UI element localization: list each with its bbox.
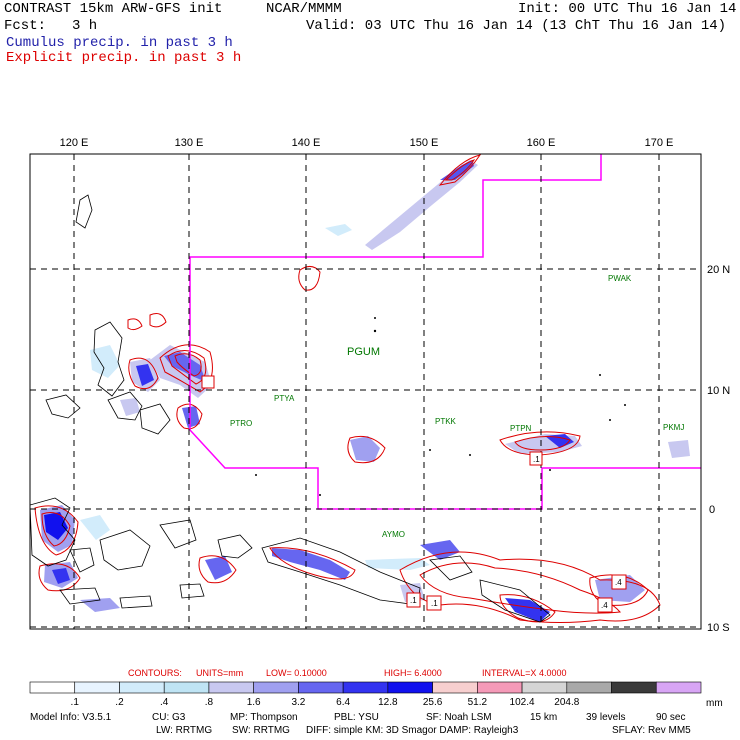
colorbar-swatch [29,681,76,694]
colorbar-label: 204.8 [554,697,579,708]
station-label: PTRO [230,419,252,428]
colorbar-swatch [611,681,657,694]
colorbar-label: 1.6 [247,697,261,708]
contour-box-label: .4 [615,578,622,587]
lon-tick-label: 120 E [60,137,89,149]
colorbar-label: .2 [115,697,124,708]
colorbar-unit: mm [706,698,723,709]
colorbar-swatch [342,681,389,694]
station-label: PGUM [347,346,380,358]
colorbar-swatch [655,681,702,694]
legend-explicit: Explicit precip. in past 3 h [6,50,242,66]
footer-diff: DIFF: simple KM: 3D Smagor DAMP: Rayleig… [306,725,519,736]
colorbar-label: .8 [205,697,214,708]
footer-model-info: Model Info: V3.5.1 [30,712,112,723]
station-label: PKMJ [663,423,684,432]
station-label: PTKK [435,417,457,426]
lat-tick-labels: 20 N 10 N 0 10 S [707,264,730,634]
small-islands [255,317,626,496]
footer-timestep: 90 sec [656,712,686,723]
lat-tick-label: 10 N [707,385,730,397]
station-label: PTYA [274,394,295,403]
lat-tick-label: 10 S [707,622,730,634]
footer-sflay: SFLAY: Rev MM5 [612,725,691,736]
colorbar-swatch [521,681,568,694]
lon-tick-label: 130 E [175,137,204,149]
lat-tick-label: 0 [709,504,715,516]
contour-info-high: HIGH= 6.4000 [384,668,442,678]
map-field [30,154,701,623]
colorbar-label: 102.4 [510,697,535,708]
colorbar-swatch [119,681,165,694]
colorbar-label: .1 [71,697,80,708]
legend-cumulus: Cumulus precip. in past 3 h [6,35,233,51]
footer-sf: SF: Noah LSM [426,712,492,723]
colorbar-label: 3.2 [291,697,305,708]
lon-tick-label: 140 E [292,137,321,149]
footer-resolution: 15 km [530,712,558,723]
contour-info-low: LOW= 0.10000 [266,668,327,678]
contour-info-units: UNITS=mm [196,668,243,678]
footer-mp: MP: Thompson [230,712,298,723]
footer-levels: 39 levels [586,712,626,723]
colorbar: .1 .2 .4 .8 1.6 3.2 6.4 12.8 25.6 51.2 102.4 204.8 [29,681,702,708]
station-label: PWAK [608,274,632,283]
contour-box-label: .1 [410,596,417,605]
contour-info: CONTOURS: UNITS=mm LOW= 0.10000 HIGH= 6.… [128,668,566,678]
organization: NCAR/MMMM [266,1,342,17]
contour-info-interval: INTERVAL=X 4.0000 [482,668,566,678]
lon-tick-label: 170 E [645,137,674,149]
map-title: CONTRAST 15km ARW-GFS init [4,1,223,17]
colorbar-swatch [477,681,523,694]
colorbar-swatch [163,681,210,694]
contour-value-boxes: .1 .1 .1 .4 .4 [201,375,627,613]
init-time: Init: 00 UTC Thu 16 Jan 14 [518,1,737,17]
contour-box-label: .4 [601,601,608,610]
colorbar-swatch [208,681,254,694]
colorbar-label: 12.8 [378,697,398,708]
colorbar-label: 51.2 [468,697,488,708]
nested-domain-outline-south [189,429,701,510]
lon-tick-label: 150 E [410,137,439,149]
station-label: PTPN [510,424,532,433]
forecast-label: Fcst: [4,18,47,34]
gridlines [30,154,701,629]
colorbar-label: 6.4 [336,697,350,708]
contour-info-label: CONTOURS: [128,668,182,678]
footer-sw: SW: RRTMG [232,725,290,736]
forecast-hour: 3 h [72,18,98,34]
footer-pbl: PBL: YSU [334,712,379,723]
contour-box-label: .1 [533,455,540,464]
plot-frame [29,153,702,630]
coastlines [30,194,551,623]
contour-box-label: .1 [431,599,438,608]
colorbar-swatch [566,681,612,694]
colorbar-swatch [387,681,433,694]
colorbar-swatch [74,681,120,694]
colorbar-label: .4 [160,697,169,708]
footer-cu: CU: G3 [152,712,186,723]
lon-tick-label: 160 E [527,137,556,149]
cumulus-precip-shading [40,160,690,622]
colorbar-swatch [253,681,299,694]
valid-time: Valid: 03 UTC Thu 16 Jan 14 (13 ChT Thu … [306,18,727,34]
station-labels: PGUM PWAK PTYA PTRO PTKK PTPN PKMJ AYMO [230,274,684,539]
colorbar-swatch [432,681,478,694]
lat-tick-label: 20 N [707,264,730,276]
colorbar-label: 25.6 [423,697,443,708]
colorbar-swatch [298,681,344,694]
station-label: AYMO [382,530,405,539]
nested-domain-outline [189,154,602,430]
footer-lw: LW: RRTMG [156,725,213,736]
explicit-precip-contours [34,154,661,623]
lon-tick-labels: 120 E 130 E 140 E 150 E 160 E 170 E [60,137,674,149]
